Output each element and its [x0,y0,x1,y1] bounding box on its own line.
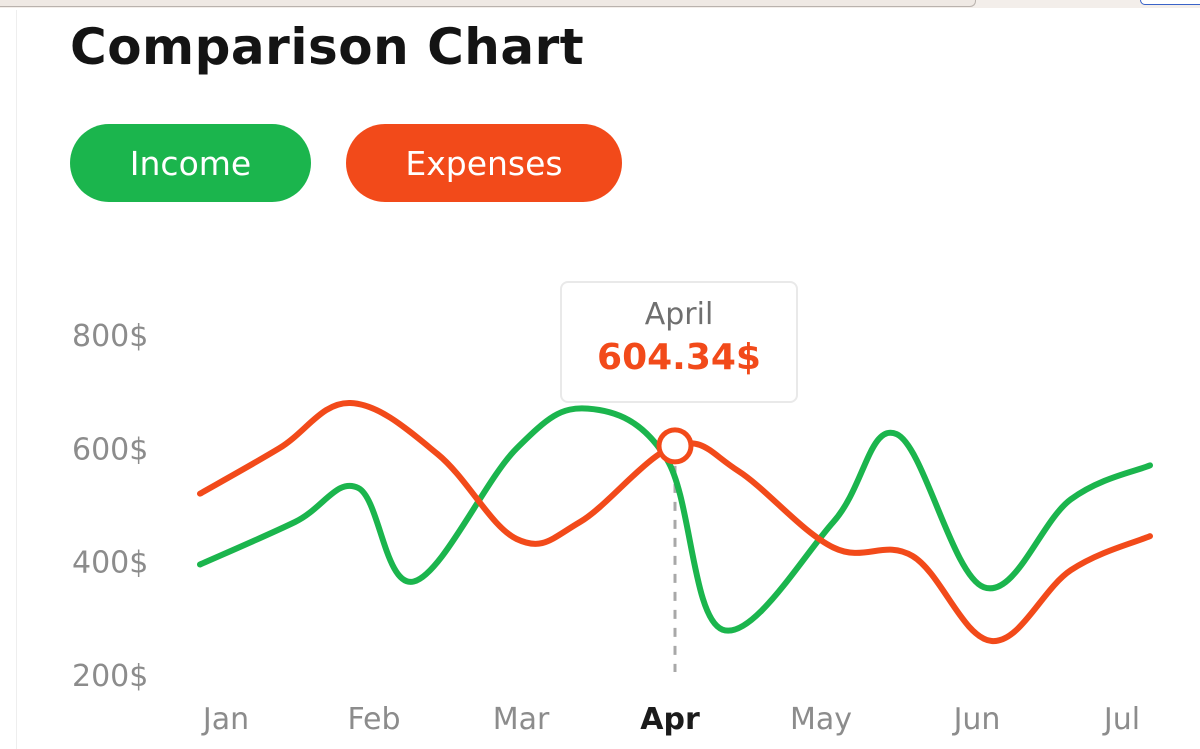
y-tick-label: 200$ [72,659,148,694]
tooltip-value: 604.34$ [597,337,761,378]
income-toggle-button[interactable]: Income [70,124,311,202]
expenses-toggle-button[interactable]: Expenses [346,124,622,202]
browser-control-edge [1140,0,1200,5]
browser-top-edge [0,0,1200,8]
x-tick-label: Apr [640,702,700,737]
y-tick-label: 600$ [72,432,148,467]
x-tick-label: May [790,702,852,737]
card-border [16,10,17,749]
highlight-point [656,427,694,465]
tooltip-month: April [644,297,714,332]
income-series-line [197,405,1153,634]
x-tick-label: Jul [1102,702,1140,737]
y-tick-label: 800$ [72,319,148,354]
y-tick-label: 400$ [72,546,148,581]
income-button-label: Income [129,143,252,183]
page-title: Comparison Chart [70,18,585,76]
x-tick-label: Mar [493,702,550,737]
expenses-button-label: Expenses [405,143,563,183]
chart-tooltip: April 604.34$ [560,281,798,403]
x-tick-label: Jun [952,702,1001,737]
x-tick-label: Jan [201,702,249,737]
x-tick-label: Feb [347,702,400,737]
